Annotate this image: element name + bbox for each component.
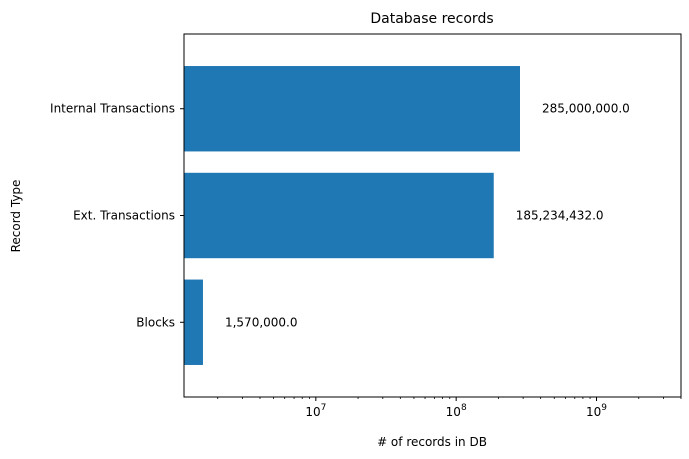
bar-value-label: 1,570,000.0: [225, 315, 298, 329]
y-tick-label: Ext. Transactions: [73, 209, 175, 223]
y-axis-label: Record Type: [9, 180, 23, 253]
bar-value-label: 285,000,000.0: [542, 102, 630, 116]
x-tick-label-base: 10: [446, 405, 461, 419]
y-tick-label: Internal Transactions: [50, 102, 175, 116]
x-tick-label-base: 10: [586, 405, 601, 419]
x-tick-label: 108: [446, 403, 467, 419]
bar-value-label: 185,234,432.0: [516, 209, 604, 223]
bar-blocks: [184, 279, 203, 365]
y-tick-label: Blocks: [136, 315, 175, 329]
x-tick-label-base: 10: [305, 405, 320, 419]
x-tick-label: 109: [586, 403, 607, 419]
x-tick-label-exponent: 8: [461, 403, 467, 413]
chart-title: Database records: [370, 11, 493, 27]
x-tick-label: 107: [305, 403, 326, 419]
x-tick-label-exponent: 7: [321, 403, 327, 413]
x-axis-label: # of records in DB: [377, 435, 487, 449]
bar-ext-transactions: [184, 172, 494, 259]
bar-internal-transactions: [184, 66, 520, 152]
x-tick-label-exponent: 9: [601, 403, 607, 413]
